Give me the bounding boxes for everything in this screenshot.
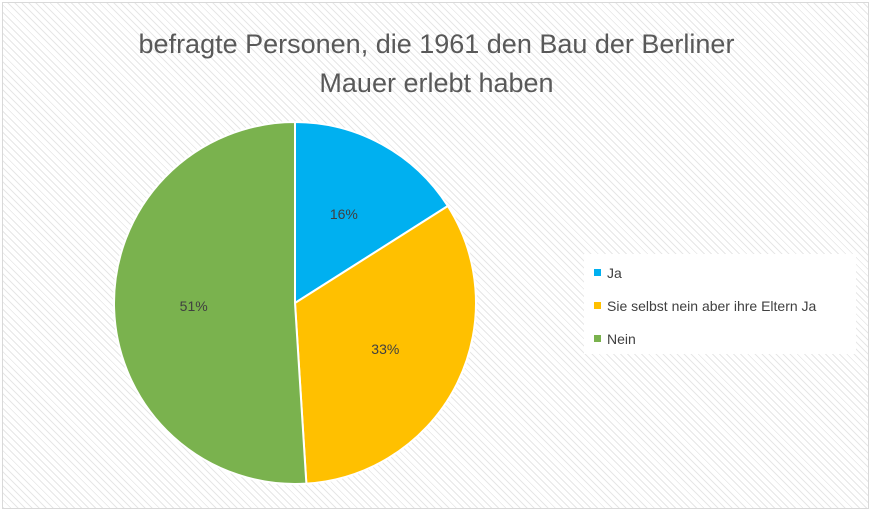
pie-slices xyxy=(113,120,477,485)
pie-data-labels: 16% 33% 51% xyxy=(180,206,400,357)
pie-slice-eltern xyxy=(293,204,477,485)
legend-item-eltern: Sie selbst nein aber ihre Eltern Ja xyxy=(584,289,856,322)
chart-title: befragte Personen, die 1961 den Bau der … xyxy=(138,29,735,98)
legend-swatch-nein xyxy=(594,335,601,342)
pie-slice-ja xyxy=(294,120,450,305)
legend-label-ja: Ja xyxy=(607,264,622,281)
legend-label-nein: Nein xyxy=(607,330,636,347)
legend-item-ja: Ja xyxy=(584,256,856,289)
legend-swatch-eltern xyxy=(594,302,601,309)
legend-item-nein: Nein xyxy=(584,322,856,355)
legend-swatch-ja xyxy=(594,269,601,276)
data-label-nein: 51% xyxy=(180,298,208,314)
data-label-eltern: 33% xyxy=(371,341,399,357)
pie-slice-nein xyxy=(113,120,308,485)
data-label-ja: 16% xyxy=(330,206,358,222)
legend-label-eltern: Sie selbst nein aber ihre Eltern Ja xyxy=(607,297,817,314)
legend: Ja Sie selbst nein aber ihre Eltern Ja N… xyxy=(584,254,856,354)
